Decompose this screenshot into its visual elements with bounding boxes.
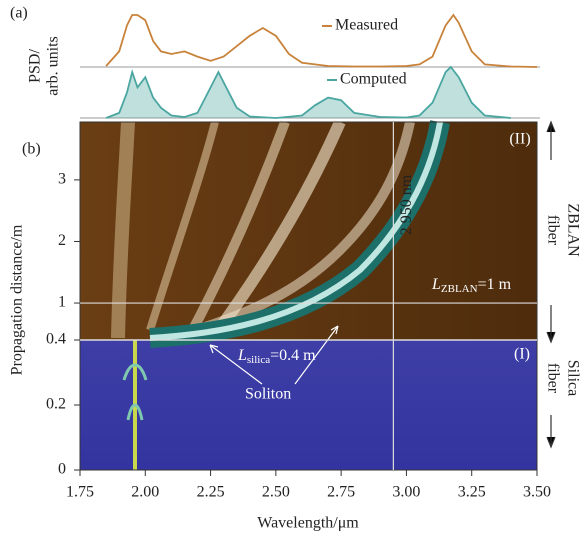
subscript: ZBLAN <box>441 283 478 295</box>
value: =0.4 m <box>270 347 316 364</box>
symbol: L <box>237 347 247 364</box>
silica-map <box>80 340 537 470</box>
plot-frame <box>79 121 538 471</box>
panel-label: (b) <box>22 141 41 158</box>
symbol: L <box>431 276 441 293</box>
annotation-arrows <box>209 325 339 385</box>
y-tick-label: 0.2 <box>46 396 66 413</box>
section-label: (II) <box>509 131 530 148</box>
side-label: Silica <box>564 360 581 396</box>
psd-label: arb. units <box>45 36 62 96</box>
side-label: ZBLAN <box>564 203 581 257</box>
subscript: silica <box>247 354 270 366</box>
section-label: (I) <box>514 346 530 363</box>
y-tick-label: 0 <box>58 461 66 478</box>
map-features <box>111 119 450 470</box>
x-axis-label: Wavelength/μm <box>257 515 359 532</box>
y-tick-label: 1 <box>58 294 66 311</box>
spectrum-area <box>106 67 511 118</box>
value: =1 m <box>478 276 512 293</box>
silica-length: Lsilica=0.4 m <box>237 347 316 366</box>
x-tick-label: 3.50 <box>523 484 551 501</box>
y-tick-label: 0.4 <box>46 331 66 348</box>
legend-label: Computed <box>340 71 407 88</box>
x-tick-label: 3.00 <box>392 484 420 501</box>
soliton-label: Soliton <box>245 386 291 403</box>
panel-label: (a) <box>10 5 28 22</box>
x-tick-label: 2.75 <box>327 484 355 501</box>
side-label: fiber <box>544 363 561 394</box>
marker-label: 2 950 nm <box>398 174 415 235</box>
x-tick-label: 2.00 <box>131 484 159 501</box>
legend-label: Measured <box>335 17 398 34</box>
spectrum-line <box>105 13 538 68</box>
zblan-length: LZBLAN=1 m <box>431 276 512 295</box>
psd-label: PSD/ <box>27 49 44 83</box>
y-tick-label: 3 <box>58 171 66 188</box>
spectrum-line <box>105 65 511 119</box>
x-tick-label: 2.50 <box>262 484 290 501</box>
x-tick-label: 1.75 <box>66 484 94 501</box>
y-axis-label: Propagation distance/m <box>9 224 26 375</box>
side-arrows <box>546 120 556 449</box>
x-tick-label: 2.25 <box>197 484 225 501</box>
x-tick-label: 3.25 <box>458 484 486 501</box>
y-tick-label: 2 <box>58 232 66 249</box>
side-label: fiber <box>544 215 561 246</box>
